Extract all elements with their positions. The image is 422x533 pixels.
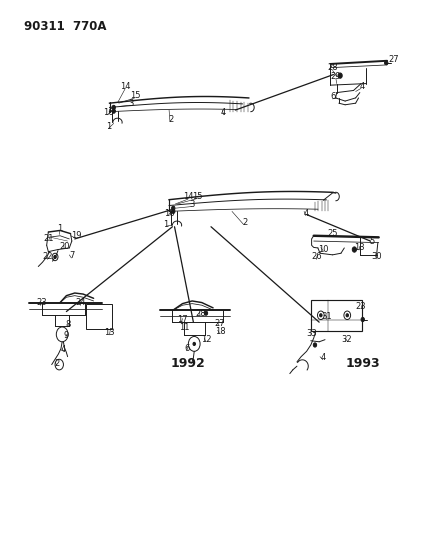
Text: 9: 9 (64, 331, 69, 340)
Text: 3: 3 (189, 200, 195, 209)
Circle shape (112, 109, 116, 114)
Text: 4: 4 (61, 345, 66, 354)
Circle shape (54, 255, 56, 259)
Text: 13: 13 (104, 328, 115, 337)
Text: 1: 1 (163, 220, 169, 229)
Text: 17: 17 (177, 315, 188, 324)
Text: 10: 10 (318, 245, 329, 254)
Text: 23: 23 (36, 298, 46, 307)
Text: 19: 19 (71, 231, 81, 240)
Text: 8: 8 (65, 320, 70, 329)
Text: 2: 2 (168, 115, 174, 124)
Text: 24: 24 (75, 298, 85, 307)
Text: 4: 4 (221, 108, 226, 117)
Text: 25: 25 (327, 229, 338, 238)
Text: 2: 2 (242, 218, 247, 227)
Text: 20: 20 (60, 242, 70, 251)
Text: 15: 15 (130, 91, 141, 100)
Text: 31: 31 (321, 312, 332, 321)
Text: 12: 12 (201, 335, 211, 344)
Circle shape (346, 314, 349, 317)
Text: 6: 6 (184, 344, 189, 353)
Text: 33: 33 (306, 329, 317, 338)
Text: 30: 30 (371, 253, 382, 262)
Text: 26: 26 (312, 253, 322, 262)
Text: 15: 15 (192, 192, 203, 201)
Text: 23: 23 (356, 302, 366, 311)
Circle shape (338, 73, 342, 78)
Text: 28: 28 (327, 63, 338, 72)
Text: 18: 18 (215, 327, 225, 336)
Text: 1: 1 (106, 122, 111, 131)
Text: 1: 1 (57, 224, 62, 233)
Text: 32: 32 (341, 335, 352, 344)
Circle shape (172, 209, 175, 214)
Circle shape (112, 106, 116, 110)
Text: 1992: 1992 (170, 357, 206, 369)
Text: 27: 27 (388, 55, 399, 64)
Text: 16: 16 (164, 209, 174, 218)
Text: 5: 5 (369, 237, 374, 246)
Circle shape (384, 61, 388, 65)
Circle shape (313, 343, 316, 347)
Text: 27: 27 (214, 319, 225, 328)
Text: 14: 14 (183, 192, 193, 201)
Text: 22: 22 (42, 253, 53, 262)
Text: 3: 3 (129, 99, 134, 108)
Text: 29: 29 (331, 72, 341, 81)
Bar (311, 301, 362, 331)
Text: 4: 4 (359, 82, 365, 91)
Bar (86, 304, 112, 329)
Text: 16: 16 (103, 108, 114, 117)
Text: 28: 28 (195, 309, 206, 318)
Text: 2: 2 (54, 359, 60, 367)
Circle shape (193, 342, 195, 345)
Circle shape (361, 317, 365, 321)
Text: 4: 4 (321, 353, 326, 362)
Text: 1993: 1993 (346, 357, 380, 369)
Text: 11: 11 (179, 323, 190, 332)
Text: 13: 13 (354, 244, 365, 253)
Text: 21: 21 (43, 234, 54, 243)
Text: 14: 14 (120, 82, 130, 91)
Text: 7: 7 (69, 252, 75, 261)
Circle shape (204, 311, 208, 316)
Circle shape (319, 314, 322, 317)
Text: 90311  770A: 90311 770A (24, 20, 107, 33)
Text: 4: 4 (304, 209, 309, 218)
Circle shape (352, 247, 357, 252)
Text: 6: 6 (330, 92, 335, 101)
Circle shape (172, 206, 175, 211)
